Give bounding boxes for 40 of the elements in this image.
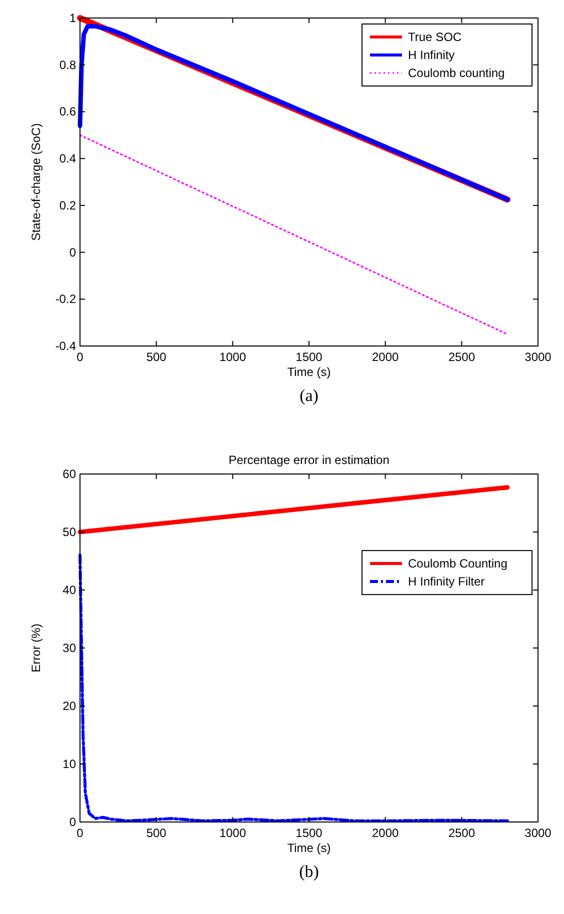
- y-tick-label: 10: [62, 757, 76, 771]
- y-tick-label: 0.6: [59, 104, 76, 119]
- y-tick-label: 60: [62, 467, 76, 481]
- x-tick-label: 1000: [219, 350, 246, 364]
- y-tick-label: 0.2: [59, 198, 76, 212]
- y-tick-label: -0.4: [55, 339, 76, 353]
- x-tick-label: 500: [146, 350, 167, 364]
- x-tick-label: 2000: [372, 826, 400, 840]
- legend-label: H Infinity: [408, 48, 455, 62]
- x-tick-label: 3000: [524, 826, 552, 840]
- legend-label: H Infinity Filter: [408, 574, 485, 589]
- x-axis-title: Time (s): [287, 841, 331, 855]
- x-tick-label: 2000: [372, 350, 400, 364]
- y-axis-title: State-of-charge (SoC): [29, 123, 43, 241]
- y-tick-label: 0: [69, 815, 76, 829]
- y-tick-label: 50: [62, 525, 76, 539]
- legend-label: Coulomb counting: [408, 66, 505, 80]
- y-tick-label: 20: [62, 699, 76, 713]
- y-tick-label: -0.2: [55, 292, 76, 306]
- text: (b): [299, 862, 319, 881]
- x-axis-title: Time (s): [287, 365, 331, 379]
- chart-title: Percentage error in estimation: [228, 453, 390, 467]
- x-tick-label: 1500: [296, 350, 323, 364]
- legend-label: True SOC: [408, 30, 462, 44]
- y-tick-label: 0.4: [59, 152, 76, 166]
- y-tick-label: 0: [69, 245, 76, 260]
- x-tick-label: 2500: [448, 350, 476, 364]
- x-tick-label: 500: [146, 826, 167, 840]
- x-tick-label: 1000: [219, 826, 246, 840]
- x-tick-label: 2500: [448, 826, 476, 840]
- line-series: [78, 554, 509, 822]
- x-tick-label: 3000: [524, 350, 552, 364]
- y-tick-label: 30: [62, 641, 76, 655]
- legend-label: Coulomb Counting: [408, 556, 508, 571]
- y-axis-title: Error (%): [29, 624, 43, 672]
- y-tick-label: 40: [62, 583, 76, 597]
- y-tick-label: 0.8: [59, 58, 76, 72]
- text: (a): [300, 386, 318, 405]
- x-tick-label: 1500: [296, 826, 323, 840]
- y-tick-label: 1: [69, 11, 76, 25]
